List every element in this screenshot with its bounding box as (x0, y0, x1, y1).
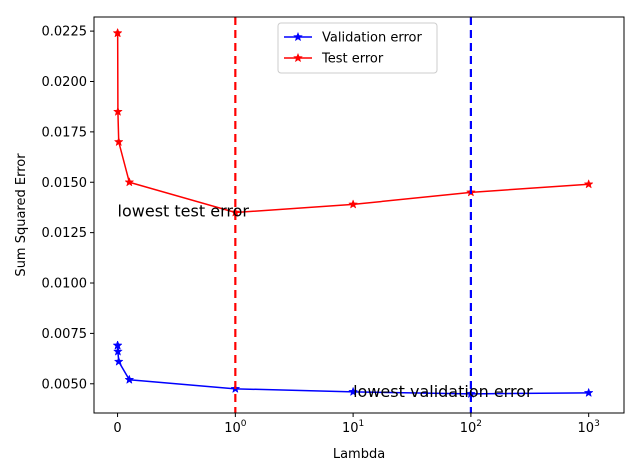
point-test-error (112, 27, 123, 38)
point-test-error (124, 177, 135, 187)
y-tick-label: 0.0075 (42, 327, 88, 342)
point-test-error (112, 106, 123, 116)
legend-box (277, 22, 438, 74)
x-tick-label: 100 (224, 419, 247, 436)
x-tick-label: 103 (578, 419, 600, 436)
legend-label-test-error: Test error (321, 52, 384, 67)
y-axis: 0.0050 0.0075 0.0100 0.0125 0.0150 0.0175 0.02… (42, 25, 94, 392)
y-tick-label: 0.0225 (42, 25, 88, 40)
y-tick-label: 0.0050 (42, 377, 88, 392)
x-axis-label: Lambda (333, 447, 385, 462)
annotation-lowest-test-error: lowest test error (118, 201, 250, 220)
y-tick-label: 0.0150 (42, 176, 88, 191)
point-test-error (348, 199, 359, 209)
legend-marker-validation-error (293, 31, 303, 42)
y-axis-label: Sum Squared Error (14, 153, 29, 277)
legend: Validation error Test error (277, 22, 438, 74)
x-tick-label: 101 (342, 419, 364, 436)
point-test-error (583, 179, 594, 189)
legend-marker-test-error (293, 52, 303, 63)
y-tick-label: 0.0100 (42, 277, 88, 292)
point-validation-error (348, 386, 359, 397)
annotation-lowest-validation-error: lowest validation error (353, 382, 533, 401)
y-tick-label: 0.0200 (42, 75, 88, 90)
y-tick-label: 0.0125 (42, 226, 88, 241)
reference-lines (234, 17, 472, 413)
annotations: lowest test error lowest validation erro… (118, 201, 533, 400)
legend-label-validation-error: Validation error (322, 31, 422, 46)
point-validation-error (583, 387, 594, 398)
x-tick-label: 0 (113, 421, 121, 436)
x-tick-label: 102 (460, 419, 482, 436)
point-validation-error (124, 374, 135, 384)
point-validation-error (112, 346, 123, 356)
plot-frame (93, 16, 625, 414)
y-tick-label: 0.0175 (42, 125, 88, 140)
point-test-error (113, 136, 124, 147)
point-validation-error (113, 356, 124, 366)
x-axis: 0 100 101 102 103 (113, 413, 600, 436)
